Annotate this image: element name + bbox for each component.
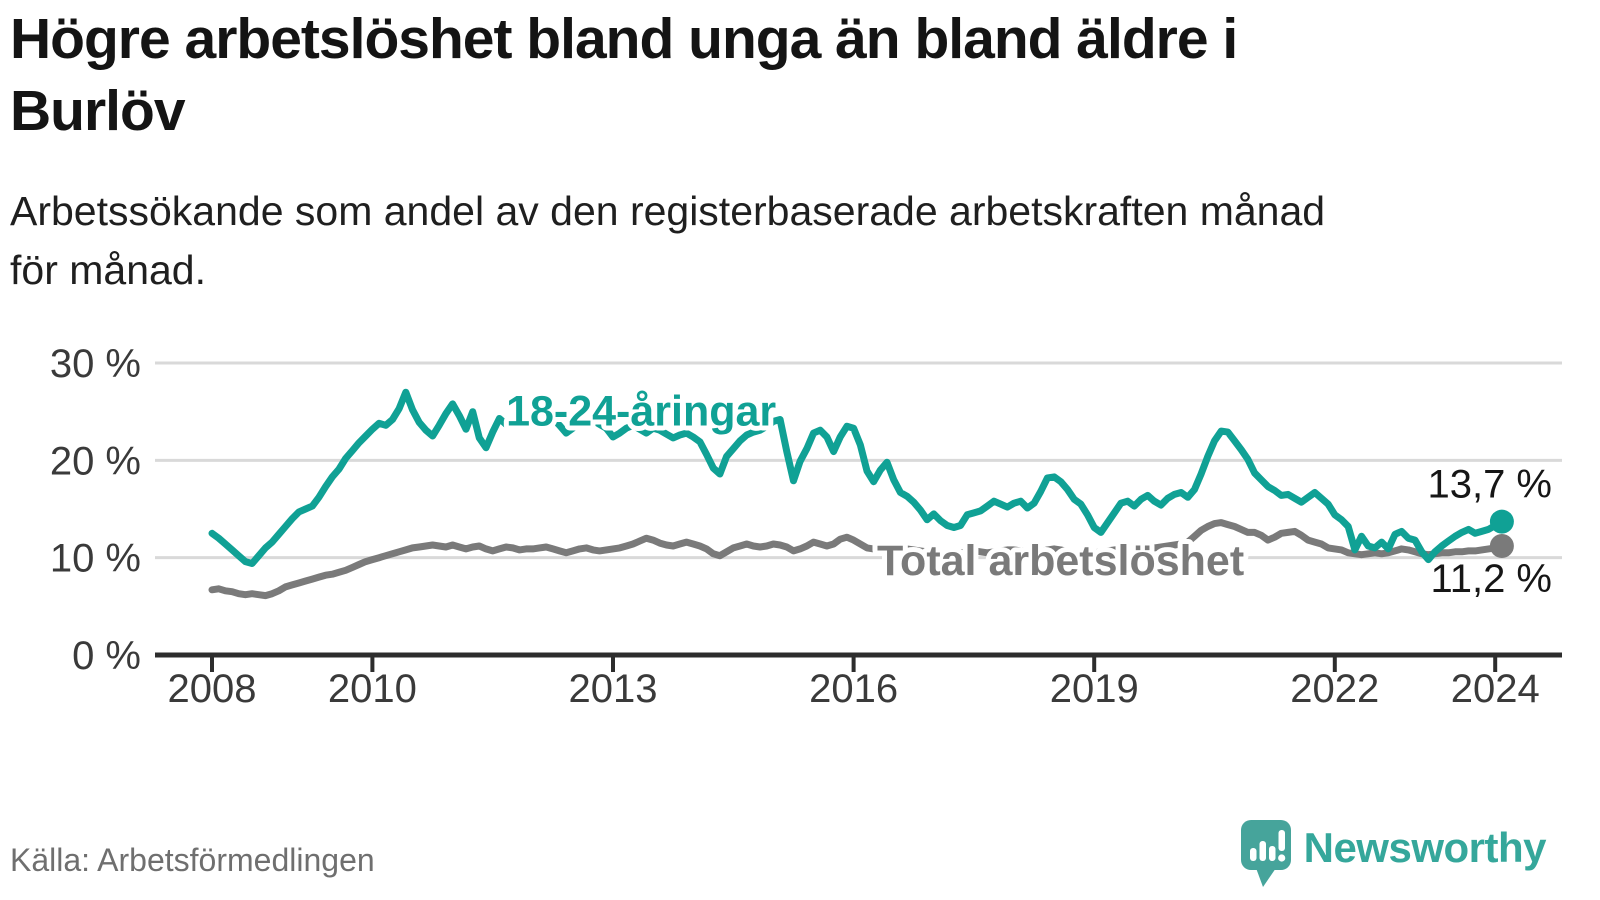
end-value-label: 11,2 %: [1430, 557, 1552, 601]
end-value-label: 13,7 %: [1427, 463, 1552, 507]
x-tick-label: 2010: [328, 667, 417, 711]
x-axis-labels: 2008 2010 2013 2016 2019 2022 2024: [168, 667, 1540, 711]
series-line-18-24-åringar: [208, 388, 1506, 567]
brand-footer: Newsworthy: [1240, 815, 1547, 895]
end-dot-Total arbetslöshet: [1489, 533, 1514, 558]
x-tick-label: 2008: [168, 667, 257, 711]
series-lines: [208, 388, 1506, 600]
y-tick-label: 0 %: [72, 634, 141, 678]
x-tick-label: 2019: [1050, 667, 1139, 711]
unemployment-line-chart: 30 % 20 % 10 % 0 % 2008 2010 2013 2016 2019 2022…: [50, 342, 1562, 711]
y-tick-label: 10 %: [50, 537, 141, 581]
page-subtitle: Arbetssökande som andel av den registerb…: [10, 188, 1326, 294]
series-label-Total arbetslöshet: Total arbetslöshet: [877, 537, 1244, 585]
series-annotations: 11,2 % Total arbetslöshet 13,7 % 18-24-årin…: [501, 382, 1556, 605]
series-line-Total arbetslöshet: [208, 519, 1506, 600]
series-label-18-24-åringar: 18-24-åringar: [506, 387, 776, 435]
y-tick-label: 30 %: [50, 342, 141, 386]
source-note: Källa: Arbetsförmedlingen: [10, 842, 375, 878]
x-tick-label: 2016: [809, 667, 898, 711]
newsworthy-logo-icon: [1240, 820, 1291, 887]
brand-wordmark: Newsworthy: [1303, 824, 1547, 871]
x-tick-label: 2024: [1451, 667, 1540, 711]
y-axis-labels: 30 % 20 % 10 % 0 %: [50, 342, 141, 678]
page-title: Högre arbetslöshet bland unga än bland ä…: [10, 7, 1238, 143]
x-axis: [155, 652, 1562, 672]
y-tick-label: 20 %: [50, 439, 141, 483]
x-tick-label: 2013: [569, 667, 658, 711]
x-tick-label: 2022: [1290, 667, 1379, 711]
end-dot-18-24-åringar: [1489, 509, 1514, 534]
